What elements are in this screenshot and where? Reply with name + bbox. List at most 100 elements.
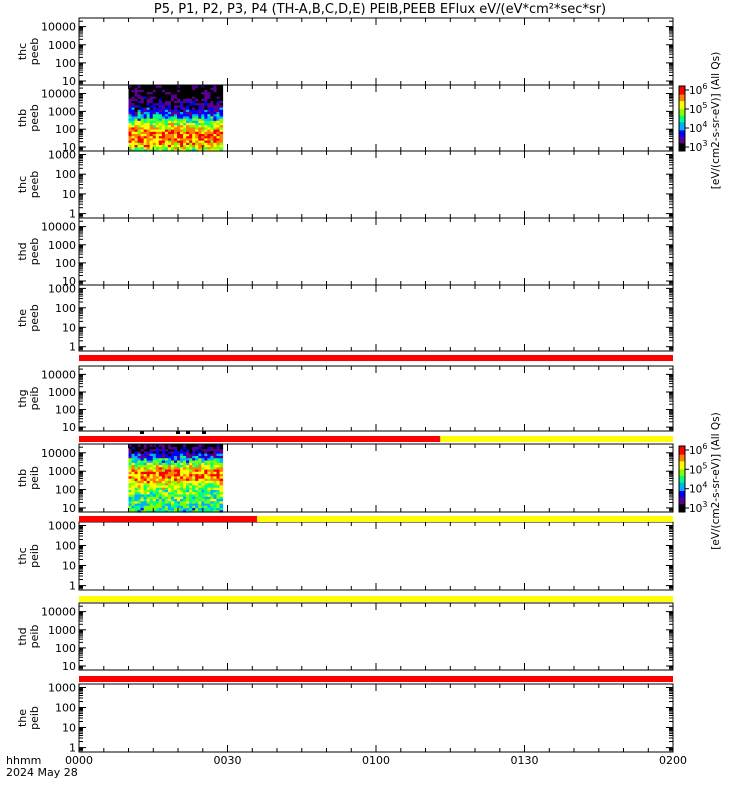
panel-probe-label: thb bbox=[16, 469, 29, 487]
panel-instrument-label: peeb bbox=[28, 38, 41, 66]
y-ticks bbox=[79, 525, 673, 591]
status-marker bbox=[186, 431, 190, 434]
status-segment bbox=[257, 516, 673, 522]
panel-frame bbox=[78, 683, 674, 753]
panel-probe-label: thc bbox=[16, 547, 29, 564]
panel-instrument-label: peeb bbox=[28, 104, 41, 132]
status-segment bbox=[79, 596, 673, 602]
status-segment bbox=[79, 355, 673, 361]
x-ticks bbox=[78, 85, 674, 151]
y-tick-label: 1000 bbox=[48, 520, 76, 533]
y-tick-label: 100 bbox=[55, 302, 76, 315]
y-tick-label: 100 bbox=[55, 57, 76, 70]
y-tick-label: 100 bbox=[55, 702, 76, 715]
x-ticks bbox=[78, 285, 674, 351]
chart-title: P5, P1, P2, P3, P4 (TH-A,B,C,D,E) PEIB,P… bbox=[154, 2, 606, 17]
x-ticks bbox=[78, 444, 674, 512]
y-tick-label: 10 bbox=[62, 502, 76, 515]
colorbar-tick-label: 103 bbox=[689, 139, 707, 154]
status-segment bbox=[79, 676, 673, 682]
colorbar-tick-label: 104 bbox=[689, 120, 707, 135]
y-ticks bbox=[79, 154, 673, 219]
y-tick-label: 1000 bbox=[48, 465, 76, 478]
panel-thd-peib: 10 100 1000 10000 thd peib bbox=[16, 602, 674, 673]
spectrogram bbox=[128, 85, 224, 152]
y-tick-label: 10000 bbox=[41, 88, 76, 101]
colorbar-label: [eV/(cm2-s-sr-eV)] (All Qs) bbox=[710, 412, 722, 549]
panel-instrument-label: peib bbox=[28, 466, 41, 490]
x-tick-label: 0030 bbox=[214, 754, 242, 767]
panel-frame bbox=[78, 17, 674, 86]
panel-probe-label: the bbox=[16, 709, 29, 727]
colorbar-label: [eV/(cm2-s-sr-eV)] (All Qs) bbox=[710, 52, 722, 189]
panel-instrument-label: peib bbox=[28, 625, 41, 649]
panel-instrument-label: peeb bbox=[28, 238, 41, 266]
colorbar-tick-label: 106 bbox=[689, 82, 707, 97]
x-ticks bbox=[78, 603, 674, 670]
status-segment bbox=[440, 436, 673, 442]
colorbar-tick-label: 103 bbox=[689, 500, 707, 515]
y-ticks bbox=[79, 17, 673, 86]
y-tick-label: 100 bbox=[55, 168, 76, 181]
panel-instrument-label: peib bbox=[28, 387, 41, 411]
y-tick-label: 1000 bbox=[48, 386, 76, 399]
footer-date: 2024 May 28 bbox=[6, 766, 78, 779]
y-tick-label: 10000 bbox=[41, 368, 76, 381]
y-tick-label: 1000 bbox=[48, 39, 76, 52]
panel-probe-label: thd bbox=[16, 627, 29, 645]
colorbar-frame bbox=[678, 445, 686, 513]
panel-frame bbox=[78, 365, 674, 432]
panel-thg-peib: 10 100 1000 10000 thg peib bbox=[16, 365, 674, 434]
status-marker bbox=[140, 431, 144, 434]
status-segment bbox=[79, 436, 441, 442]
panel-thb-peib: 10 100 1000 10000 thb peib bbox=[16, 443, 674, 515]
y-tick-label: 1 bbox=[69, 208, 76, 221]
panel-thc-peeb: 10 100 1000 10000 thc peeb bbox=[16, 17, 674, 88]
y-tick-label: 1 bbox=[69, 742, 76, 755]
y-tick-label: 10 bbox=[62, 141, 76, 154]
colorbar-tick-label: 105 bbox=[689, 461, 707, 476]
colorbar-tick-label: 105 bbox=[689, 101, 707, 116]
panel-frame bbox=[78, 150, 674, 219]
y-ticks bbox=[79, 602, 673, 671]
x-tick-label: 0000 bbox=[65, 754, 93, 767]
y-tick-label: 10000 bbox=[41, 606, 76, 619]
y-tick-label: 10000 bbox=[41, 21, 76, 34]
y-tick-label: 10 bbox=[62, 660, 76, 673]
panel-thc-peeb: 1 10 100 1000 thc peeb bbox=[16, 149, 674, 221]
panel-instrument-label: peeb bbox=[28, 171, 41, 199]
panel-frame bbox=[78, 602, 674, 671]
x-ticks bbox=[78, 684, 674, 752]
panel-thc-peib: 1 10 100 1000 thc peib bbox=[16, 520, 674, 593]
y-tick-label: 10 bbox=[62, 188, 76, 201]
panel-probe-label: the bbox=[16, 309, 29, 327]
y-ticks bbox=[79, 217, 673, 286]
y-tick-label: 100 bbox=[55, 123, 76, 136]
spectrogram bbox=[128, 444, 224, 513]
y-tick-label: 100 bbox=[55, 484, 76, 497]
y-tick-label: 100 bbox=[55, 257, 76, 270]
colorbar: 103 104 105 106 [eV/(cm2-s-sr-eV)] (All Qs) bbox=[678, 412, 722, 550]
panel-thd-peeb: 10 100 1000 10000 thd peeb bbox=[16, 217, 674, 288]
panel-instrument-label: peeb bbox=[28, 304, 41, 332]
x-tick-label: 0100 bbox=[362, 754, 390, 767]
panel-thb-peeb: 10 100 1000 10000 thb peeb bbox=[16, 84, 674, 154]
status-bars bbox=[79, 355, 673, 682]
panel-frame bbox=[78, 284, 674, 352]
y-tick-label: 10 bbox=[62, 275, 76, 288]
panel-probe-label: thd bbox=[16, 242, 29, 260]
panel-frame bbox=[78, 217, 674, 286]
y-ticks bbox=[79, 365, 673, 432]
y-tick-label: 10 bbox=[62, 421, 76, 434]
x-ticks bbox=[78, 218, 674, 285]
x-ticks bbox=[78, 366, 674, 431]
y-tick-label: 100 bbox=[55, 404, 76, 417]
x-ticks bbox=[78, 522, 674, 590]
y-tick-label: 10 bbox=[62, 321, 76, 334]
panel-the-peib: 1 10 100 1000 the peib bbox=[16, 682, 674, 755]
status-marker bbox=[202, 431, 206, 434]
y-tick-label: 1000 bbox=[48, 624, 76, 637]
panel-probe-label: thg bbox=[16, 389, 29, 407]
